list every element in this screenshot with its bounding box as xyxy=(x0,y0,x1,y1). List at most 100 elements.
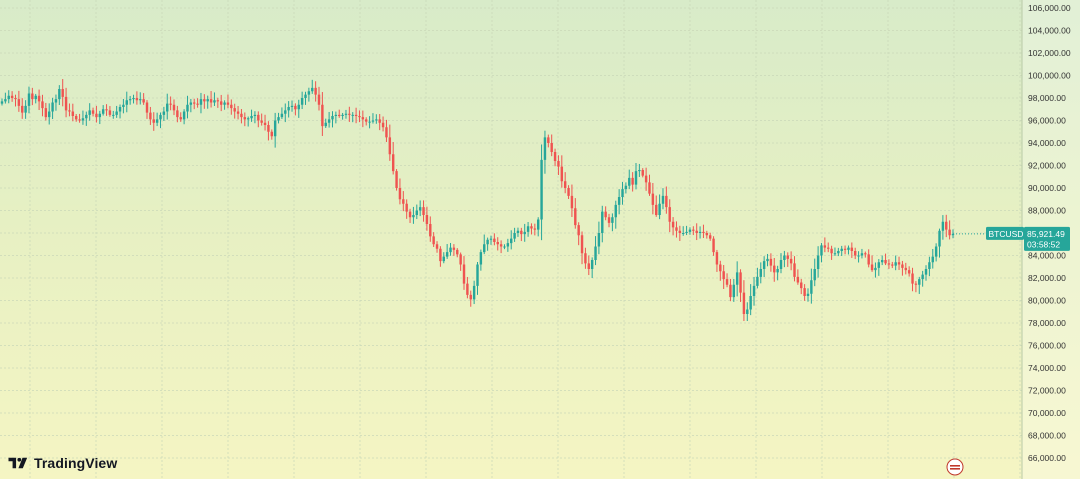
candle xyxy=(452,244,456,256)
candle-body xyxy=(21,105,24,113)
candle-body xyxy=(445,252,449,257)
candle-body xyxy=(371,120,375,122)
symbol-tag xyxy=(986,226,1024,240)
candle-body xyxy=(776,269,779,273)
candle xyxy=(658,194,661,220)
candle xyxy=(644,167,648,191)
candle xyxy=(139,92,142,105)
candle xyxy=(499,240,503,254)
candle-body xyxy=(196,103,199,105)
candle-body xyxy=(843,248,847,250)
candle-body xyxy=(280,113,284,118)
candle xyxy=(739,269,742,302)
candle xyxy=(648,174,651,196)
candle xyxy=(725,273,729,288)
tradingview-brand[interactable]: TradingView xyxy=(8,455,117,471)
candle-body xyxy=(719,264,722,272)
y-tick-label: 98,000.00 xyxy=(1028,93,1066,103)
candle-body xyxy=(850,247,854,251)
candle xyxy=(108,106,112,117)
candle xyxy=(243,112,247,127)
candle-body xyxy=(860,253,864,256)
candle xyxy=(44,102,48,121)
candle xyxy=(341,112,344,120)
candle xyxy=(277,112,280,124)
candle-body xyxy=(951,233,955,236)
candle-body xyxy=(820,245,823,256)
candle-body xyxy=(692,229,695,231)
candle-body xyxy=(759,269,762,277)
candle xyxy=(159,112,162,129)
candle xyxy=(550,134,553,157)
candle xyxy=(189,98,193,113)
candle-body xyxy=(921,274,924,280)
candle xyxy=(536,217,540,237)
candle xyxy=(557,155,560,176)
candle-body xyxy=(877,262,881,268)
candle xyxy=(149,106,152,125)
candle xyxy=(641,168,644,178)
candle-body xyxy=(810,280,813,294)
candle-body xyxy=(550,143,553,152)
candle-body xyxy=(752,285,756,296)
candle xyxy=(456,248,459,258)
candle xyxy=(678,225,682,241)
candle-body xyxy=(510,238,513,244)
candle-body xyxy=(139,99,142,101)
candle xyxy=(941,215,945,240)
bar-countdown: 03:58:52 xyxy=(1027,239,1060,249)
candle-body xyxy=(904,267,908,271)
candle xyxy=(938,228,941,258)
candle xyxy=(391,142,395,175)
candle-body xyxy=(304,94,307,98)
candle xyxy=(321,92,324,136)
candle xyxy=(327,111,331,128)
candle xyxy=(489,235,493,245)
candle-body xyxy=(769,258,773,266)
candle-body xyxy=(614,204,617,218)
price-axis[interactable]: 106,000.00 104,000.00 102,000.00 100,000.00… xyxy=(986,0,1080,479)
candle xyxy=(364,117,368,126)
candle-body xyxy=(590,260,594,269)
candle-body xyxy=(378,119,381,123)
candle xyxy=(621,181,624,205)
candle-body xyxy=(459,254,462,265)
candle-body xyxy=(14,98,17,100)
candle-body xyxy=(594,246,597,260)
candle-body xyxy=(486,239,489,245)
candle-body xyxy=(493,238,496,242)
candle xyxy=(415,204,419,220)
candle xyxy=(307,87,311,102)
candle xyxy=(459,252,462,271)
candle xyxy=(722,265,725,289)
candle-body xyxy=(948,229,951,236)
candle xyxy=(230,99,233,115)
candle-body xyxy=(361,117,365,120)
candle-body xyxy=(186,104,189,112)
candle xyxy=(388,124,392,161)
candle xyxy=(607,213,611,228)
candle-body xyxy=(742,292,746,314)
candle xyxy=(483,234,486,255)
candle-body xyxy=(277,117,280,121)
candle-body xyxy=(442,256,445,262)
candle xyxy=(793,256,796,282)
candle-body xyxy=(391,154,395,172)
y-tick-label: 88,000.00 xyxy=(1028,206,1066,216)
candle xyxy=(597,221,601,255)
y-tick-label: 66,000.00 xyxy=(1028,453,1066,463)
candle-body xyxy=(766,258,769,262)
candle xyxy=(719,260,722,281)
candle-body xyxy=(125,100,128,105)
candle-body xyxy=(193,102,196,104)
candle-body xyxy=(85,114,88,119)
candle xyxy=(152,112,155,131)
candle-body xyxy=(671,221,675,228)
candle xyxy=(563,172,567,194)
candle xyxy=(661,188,665,210)
candle-body xyxy=(530,226,533,229)
candle xyxy=(493,233,496,246)
candle xyxy=(503,244,506,250)
